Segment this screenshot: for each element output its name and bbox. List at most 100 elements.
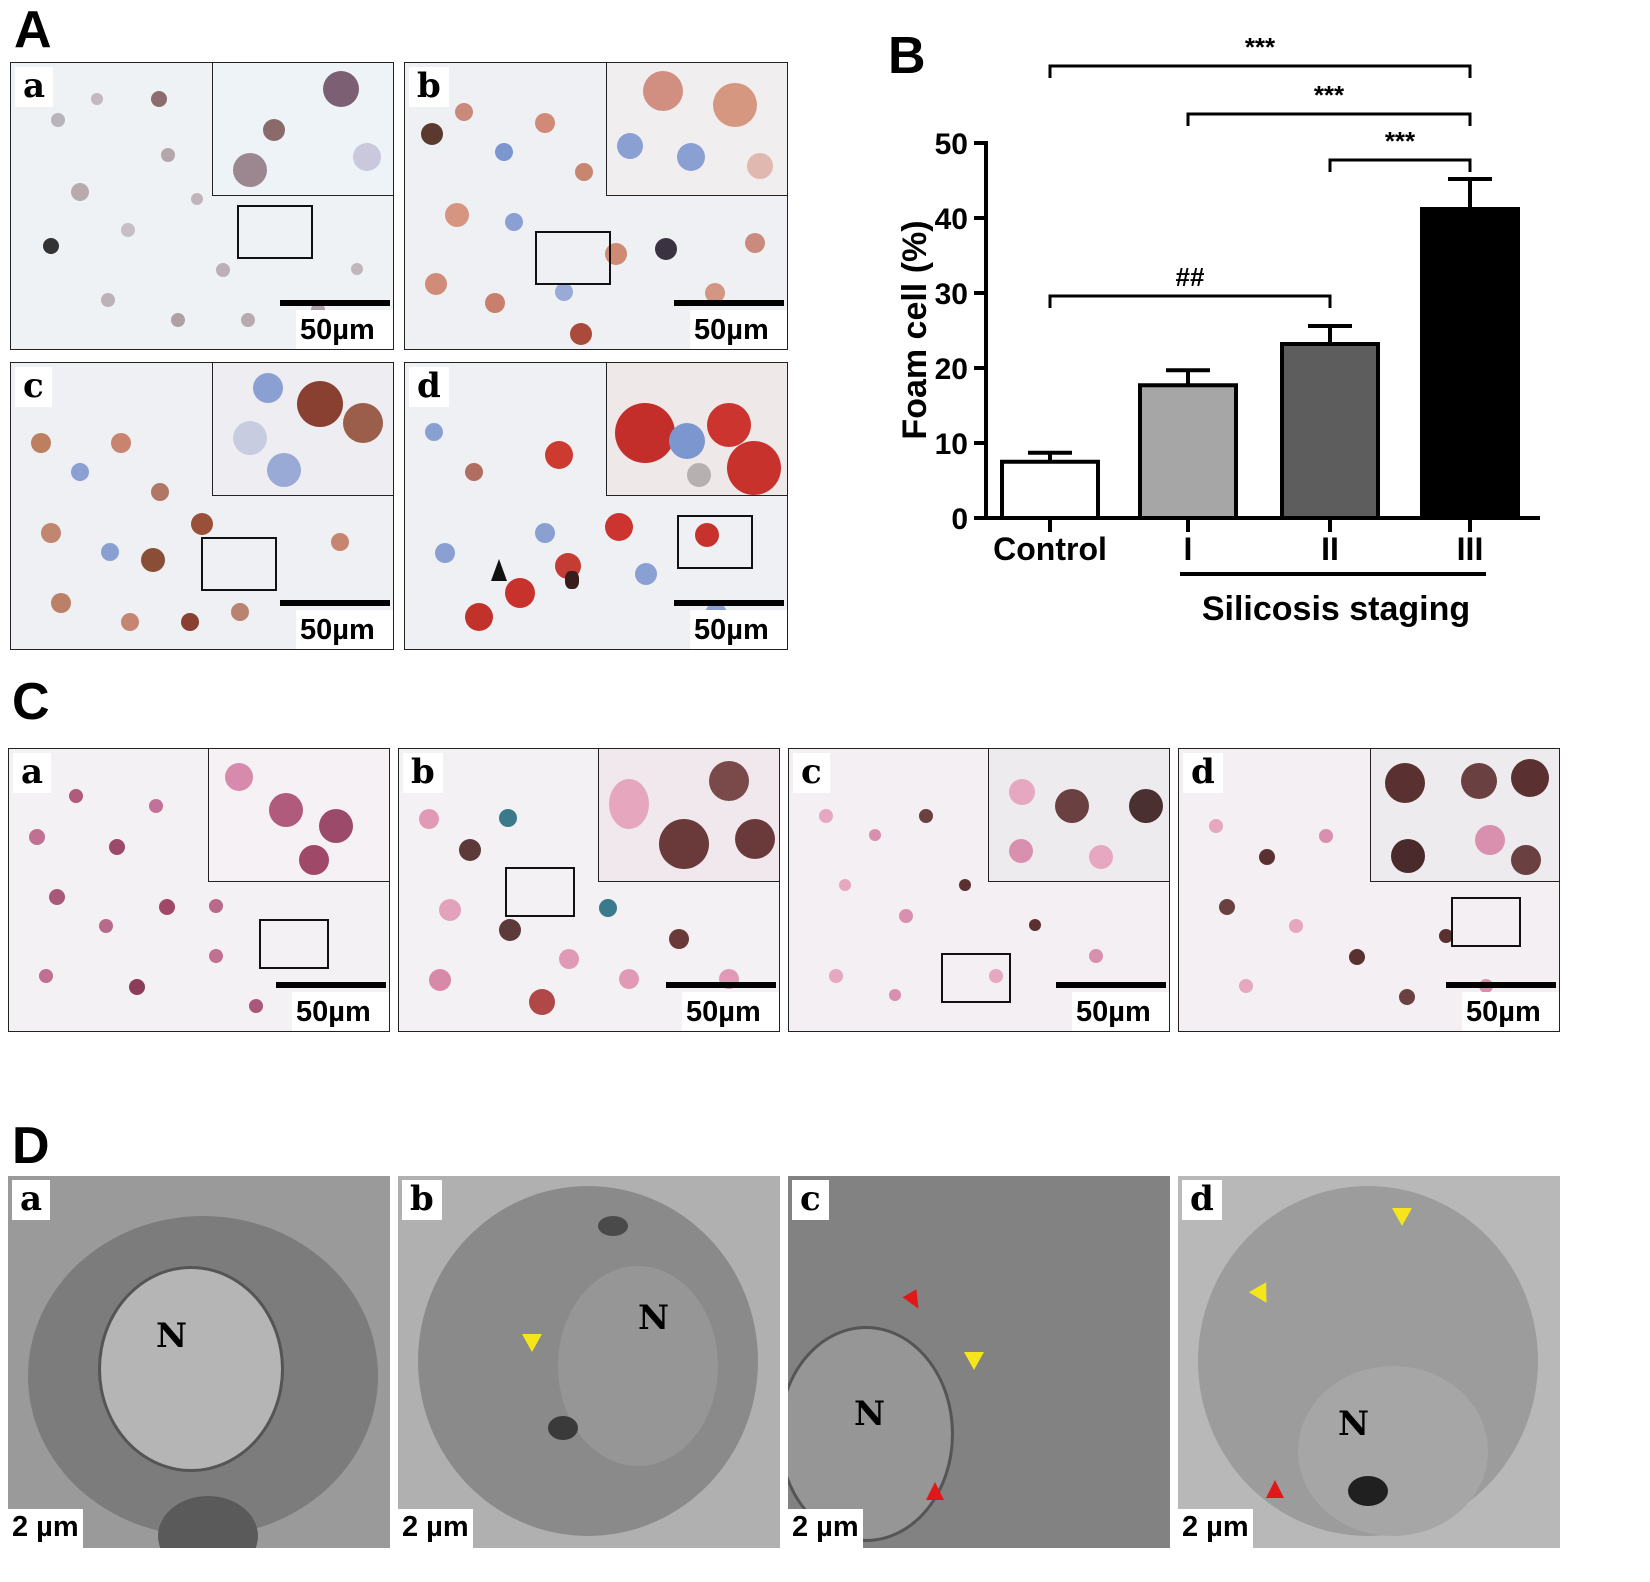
scalebar-label: 2 µm: [1178, 1509, 1253, 1548]
scalebar: [674, 300, 784, 306]
micrograph-a-a: 50µm a: [10, 62, 394, 350]
roi-box-a-a: [237, 205, 313, 259]
nucleus-label: N: [638, 1298, 670, 1338]
micrograph-a-c: 50µm c: [10, 362, 394, 650]
inset-a-a: [212, 63, 393, 196]
arrowhead-red: [926, 1482, 944, 1500]
inset-c-b: [598, 749, 779, 882]
y-tick-label: 10: [935, 428, 968, 461]
sublabel-b: b: [402, 1180, 442, 1220]
bar: [1280, 342, 1380, 520]
scalebar-box: 50µm: [280, 300, 393, 349]
scalebar-box: 50µm: [1446, 982, 1559, 1031]
inset-a-b: [606, 63, 787, 196]
scalebar: [1446, 982, 1556, 988]
y-tick-label: 50: [935, 128, 968, 161]
nucleus-label: N: [1338, 1404, 1370, 1444]
x-axis-title: Silicosis staging: [1202, 590, 1470, 628]
scalebar-label: 2 µm: [8, 1509, 83, 1548]
arrowhead-red: [1266, 1480, 1284, 1498]
scalebar-label: 2 µm: [788, 1509, 863, 1548]
inset-c-c: [988, 749, 1169, 882]
scalebar-box: 50µm: [1056, 982, 1169, 1031]
panel-label-d: D: [12, 1117, 50, 1175]
y-axis-title: Foam cell (%): [896, 220, 934, 439]
sublabel-b: b: [409, 67, 449, 107]
sublabel-a: a: [13, 753, 52, 793]
scalebar-label: 2 µm: [398, 1509, 473, 1548]
micrograph-c-d: 50µm d: [1178, 748, 1560, 1032]
arrowhead-yellow: [1392, 1208, 1412, 1226]
sublabel-d: d: [1183, 753, 1223, 793]
scalebar-label: 50µm: [296, 996, 371, 1028]
scalebar-label: 50µm: [1466, 996, 1541, 1028]
inset-a-d: [606, 363, 787, 496]
scalebar: [280, 300, 390, 306]
roi-box-c-d: [1451, 897, 1521, 947]
scalebar: [276, 982, 386, 988]
panel-label-b: B: [888, 27, 926, 85]
scalebar: [666, 982, 776, 988]
micrograph-a-b: 50µm b: [404, 62, 788, 350]
arrowhead-yellow: [522, 1334, 542, 1352]
y-tick-label: 0: [951, 503, 968, 536]
micrograph-a-d: 50µm d: [404, 362, 788, 650]
inset-c-d: [1370, 749, 1559, 882]
scalebar: [1056, 982, 1166, 988]
tem-image-d-b: N 2 µm b: [398, 1176, 780, 1548]
significance-bracket: [1048, 64, 1472, 78]
panel-label-c: C: [12, 673, 50, 731]
nucleus-label: N: [854, 1394, 886, 1434]
scalebar-box: 50µm: [674, 300, 787, 349]
scalebar-label: 50µm: [300, 614, 375, 646]
sublabel-c: c: [793, 753, 830, 793]
nucleus-label: N: [156, 1316, 188, 1356]
sublabel-a: a: [12, 1180, 51, 1220]
category-label: II: [1321, 531, 1339, 567]
roi-box-c-b: [505, 867, 575, 917]
tem-image-d-c: N 2 µm c: [788, 1176, 1170, 1548]
category-label: Control: [993, 531, 1107, 567]
scalebar-label: 50µm: [300, 314, 375, 346]
category-label: III: [1457, 531, 1484, 567]
bar: [1420, 207, 1520, 520]
roi-box-a-b: [535, 231, 611, 285]
significance-bracket: [1048, 294, 1332, 308]
scalebar-box: 50µm: [666, 982, 779, 1031]
y-tick-label: 30: [935, 278, 968, 311]
inset-c-a: [208, 749, 389, 882]
category-label: I: [1184, 531, 1193, 567]
scalebar-label: 50µm: [1076, 996, 1151, 1028]
tem-image-d-a: N 2 µm a: [8, 1176, 390, 1548]
scalebar: [674, 600, 784, 606]
tem-image-d-d: N 2 µm d: [1178, 1176, 1560, 1548]
panel-label-a: A: [14, 1, 52, 59]
micrograph-c-a: 50µm a: [8, 748, 390, 1032]
arrowhead-yellow: [964, 1352, 984, 1370]
bar: [1000, 459, 1100, 520]
scalebar-label: 50µm: [686, 996, 761, 1028]
sublabel-d: d: [1182, 1180, 1222, 1220]
scalebar-box: 50µm: [674, 600, 787, 649]
sublabel-b: b: [403, 753, 443, 793]
inset-a-c: [212, 363, 393, 496]
roi-box-a-c: [201, 537, 277, 591]
y-tick-label: 40: [935, 203, 968, 236]
significance-label: ***: [1245, 32, 1276, 62]
sublabel-d: d: [409, 367, 449, 407]
scalebar: [280, 600, 390, 606]
y-tick-label: 20: [935, 353, 968, 386]
roi-box-a-d: [677, 515, 753, 569]
sublabel-c: c: [15, 367, 52, 407]
micrograph-c-b: 50µm b: [398, 748, 780, 1032]
scalebar-label: 50µm: [694, 614, 769, 646]
significance-bracket: [1186, 112, 1472, 126]
arrowhead-black: [491, 559, 507, 581]
arrowhead-red: [902, 1289, 926, 1313]
significance-label: ***: [1385, 126, 1416, 156]
sublabel-c: c: [792, 1180, 829, 1220]
significance-label: ***: [1314, 80, 1345, 110]
roi-box-c-a: [259, 919, 329, 969]
significance-label: ##: [1176, 262, 1205, 292]
